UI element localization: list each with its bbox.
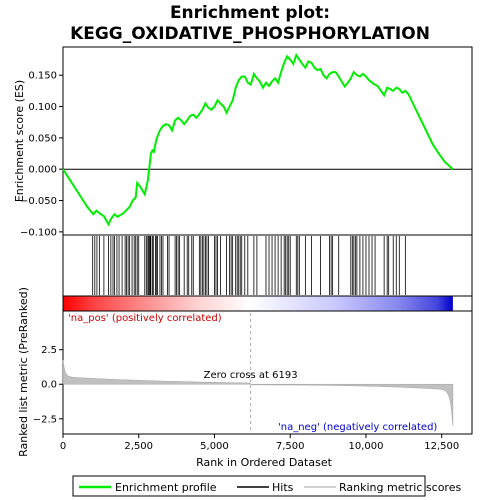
legend-label-hits: Hits: [272, 481, 294, 494]
legend-label-metric: Ranking metric scores: [339, 481, 461, 494]
x-tick-label: 5,000: [200, 441, 229, 452]
metric-panel-frame: [62, 310, 473, 435]
x-tick-label: 0: [60, 441, 66, 452]
es-panel-frame: [62, 46, 473, 236]
metric-y-tick-label: 2.5: [41, 345, 57, 356]
es-y-tick-label: −0.100: [20, 227, 57, 238]
es-y-tick-label: 0.000: [28, 165, 57, 176]
rank-band: [63, 296, 453, 311]
es-panel: −0.100 −0.050 0.000 0.050 0.100 0.150: [20, 46, 473, 238]
es-y-tick-label: 0.150: [28, 71, 57, 82]
x-tick-label: 7,500: [276, 441, 305, 452]
legend: Enrichment profile Hits Ranking metric s…: [72, 475, 461, 497]
legend-box: [72, 475, 426, 497]
hits-panel-frame: [62, 234, 473, 297]
metric-y-tick-label: −2.5: [33, 414, 57, 425]
metric-y-tick-label: 0.0: [41, 380, 57, 391]
es-y-tick-label: 0.050: [28, 133, 57, 144]
positive-correlation-label: 'na_pos' (positively correlated): [68, 313, 222, 324]
zero-cross-label: Zero cross at 6193: [204, 370, 298, 381]
chart-title-line2: KEGG_OXIDATIVE_PHOSPHORYLATION: [70, 24, 430, 44]
x-tick-label: 10,000: [348, 441, 383, 452]
ranking-metric-area: [62, 360, 454, 426]
rank-color-band: [62, 295, 473, 312]
es-y-tick-label: −0.050: [20, 196, 57, 207]
metric-y-axis-label: Ranked list metric (PreRanked): [17, 287, 30, 457]
es-y-tick-label: 0.100: [28, 102, 57, 113]
legend-label-enrichment: Enrichment profile: [115, 481, 217, 494]
x-axis-label: Rank in Ordered Dataset: [196, 456, 333, 469]
x-tick-label: 12,500: [424, 441, 459, 452]
metric-panel: −2.5 0.0 2.5: [33, 310, 473, 435]
x-tick-label: 2,500: [124, 441, 153, 452]
chart-title-line1: Enrichment plot:: [170, 3, 330, 23]
negative-correlation-label: 'na_neg' (negatively correlated): [278, 422, 437, 433]
enrichment-profile-line: [62, 52, 454, 227]
es-y-axis-label: Enrichment score (ES): [13, 80, 26, 202]
hits-panel: [62, 234, 473, 297]
